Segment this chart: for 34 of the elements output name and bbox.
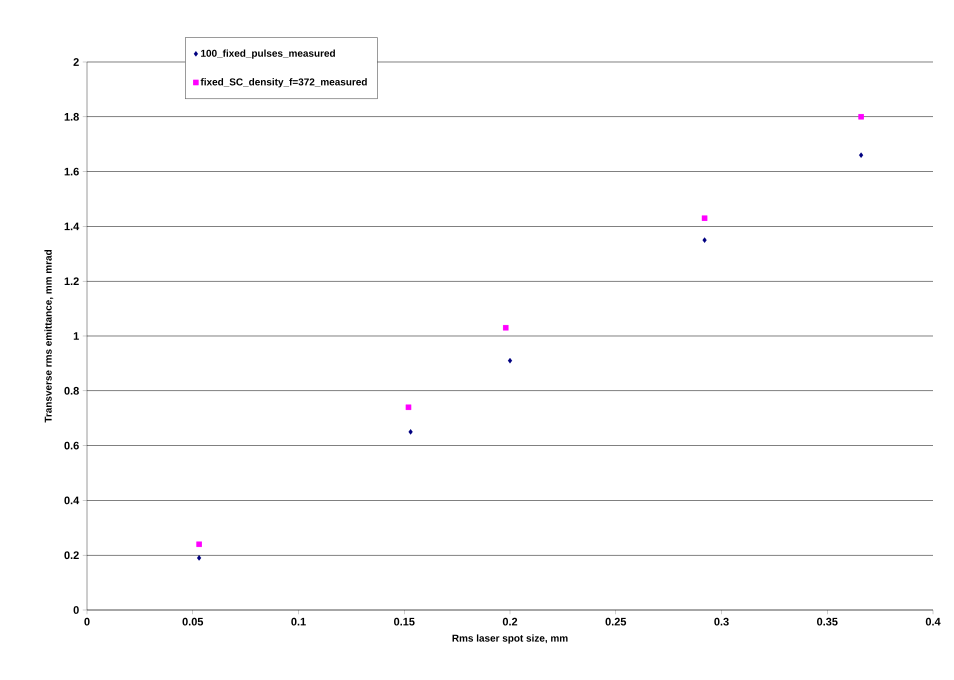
legend-label: fixed_SC_density_f=372_measured: [200, 78, 367, 88]
x-tick-label: 0.4: [926, 618, 941, 626]
y-tick-label: 1: [74, 332, 79, 340]
x-tick-label: 0: [84, 618, 90, 626]
x-tick-label: 0.1: [291, 618, 306, 626]
y-tick-label: 1.8: [64, 112, 79, 121]
x-tick-label: 0.25: [606, 618, 626, 626]
x-tick-label: 0.3: [714, 618, 729, 626]
y-tick-label: 0.8: [64, 386, 79, 395]
x-tick-label: 0.35: [817, 618, 838, 626]
x-tick-label: 0.15: [394, 618, 415, 626]
y-tick-label: 1.6: [64, 168, 79, 176]
point: [502, 324, 509, 331]
y-tick-label: 1.4: [64, 222, 80, 230]
x-tick-label: 0.2: [502, 618, 518, 626]
point: [858, 114, 864, 120]
y-tick-label: 0.4: [64, 496, 80, 504]
point: [858, 152, 864, 158]
y-tick-label: 0.6: [64, 442, 79, 450]
point: [406, 404, 412, 410]
y-tick-label: 0: [74, 606, 79, 614]
legend-label: 100_fixed_pulses_measured: [201, 49, 335, 59]
x-tick-label: 0.05: [182, 618, 204, 626]
y-tick-label: 2: [74, 58, 79, 66]
y-axis-title: Transverse rms emittance, mm mrad: [44, 250, 54, 423]
point: [196, 541, 202, 548]
y-tick-label: 0.2: [64, 551, 79, 560]
point: [196, 555, 202, 561]
y-tick-label: 1.2: [64, 277, 79, 286]
point: [408, 429, 413, 435]
x-axis-title: Rms laser spot size, mm: [452, 634, 568, 644]
point: [702, 237, 707, 243]
point: [702, 215, 708, 221]
point: [508, 358, 512, 364]
